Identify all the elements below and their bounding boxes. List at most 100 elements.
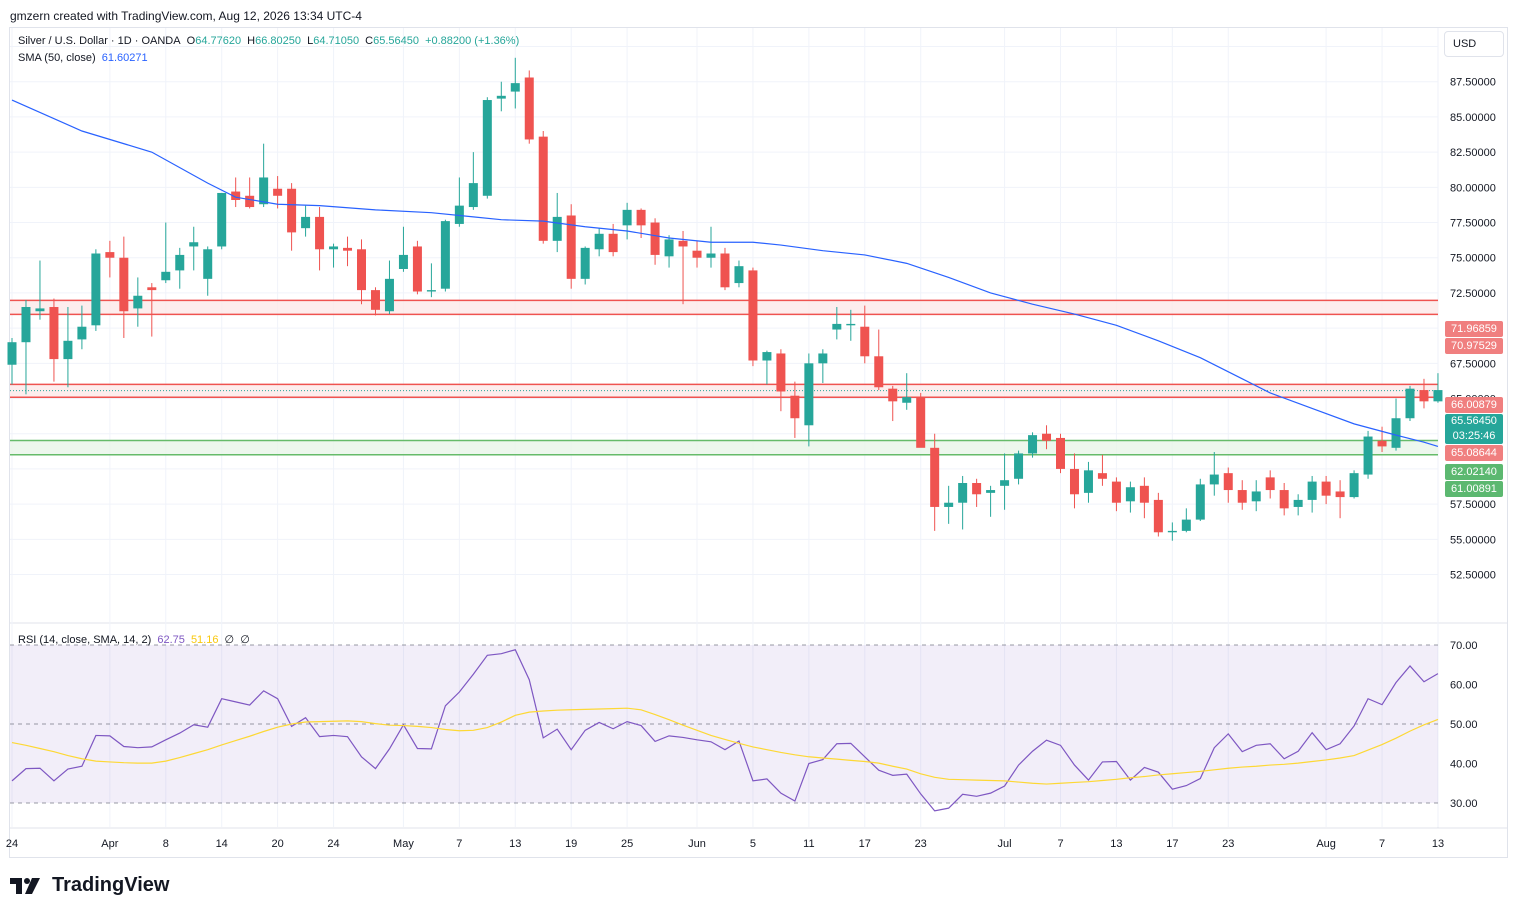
candle-body (776, 353, 786, 392)
open-label: O (186, 35, 196, 47)
price-tick-label: 85.00000 (1450, 112, 1496, 124)
rsi-tick-label: 60.00 (1450, 680, 1478, 692)
candle-body (259, 177, 269, 205)
rsi-sma-line (11, 707, 1439, 785)
candle-body (175, 254, 185, 271)
candle-body (482, 100, 492, 196)
resistance-zone (10, 300, 1438, 315)
time-tick-label: 24 (327, 838, 339, 850)
low-value: 64.71050 (313, 35, 360, 47)
candle-body (678, 240, 688, 247)
candle-body (35, 308, 45, 312)
candle-body (468, 183, 478, 208)
candle-body (343, 247, 353, 251)
candle-body (762, 352, 772, 361)
candle-body (301, 216, 311, 229)
candle-body (384, 278, 394, 312)
candle-body (370, 290, 380, 310)
candle-body (77, 326, 87, 340)
rsi-tick-label: 50.00 (1450, 719, 1478, 731)
candle-body (189, 242, 199, 247)
candle-body (63, 340, 73, 360)
candle-body (552, 216, 562, 241)
price-tag-r2-top: 66.00879 (1445, 397, 1503, 413)
candle-body (1209, 474, 1219, 485)
candle-body (426, 290, 436, 292)
candle-body (650, 222, 660, 255)
candle-body (454, 205, 464, 224)
time-tick-label: 17 (1166, 838, 1178, 850)
close-label: C (365, 35, 374, 47)
candle-body (1405, 388, 1415, 419)
candle-body (133, 295, 143, 309)
time-tick-label: 25 (621, 838, 633, 850)
time-tick-label: 13 (1110, 838, 1122, 850)
time-tick-label: 17 (859, 838, 871, 850)
last-price-value: 65.56450 (1451, 415, 1497, 427)
candle-body (203, 249, 213, 279)
candle-body (538, 136, 548, 241)
change-value: +0.88200 (+1.36%) (425, 35, 520, 47)
candle-body (902, 397, 912, 403)
candle-body (1419, 390, 1429, 402)
candle-body (1377, 440, 1387, 447)
candle-body (1167, 530, 1177, 533)
price-tag-r1-bottom: 70.97529 (1445, 338, 1503, 354)
price-tick-label: 57.50000 (1450, 499, 1496, 511)
candle-body (1056, 437, 1065, 469)
candle-body (636, 209, 646, 226)
candle-body (1433, 390, 1443, 402)
candle-body (944, 502, 954, 507)
time-tick-label: 19 (565, 838, 577, 850)
candle-body (1125, 487, 1135, 502)
candle-body (524, 77, 534, 140)
candle-body (1363, 436, 1373, 475)
currency-selector[interactable]: USD (1444, 31, 1504, 57)
candle-body (818, 353, 828, 364)
price-tick-label: 55.00000 (1450, 534, 1496, 546)
candle-body (874, 356, 884, 388)
candle-body (1111, 481, 1121, 503)
candle-body (147, 287, 157, 291)
candle-body (790, 395, 800, 419)
tradingview-brand[interactable]: TradingView (10, 874, 169, 897)
candle-body (245, 195, 255, 208)
candle-body (273, 188, 283, 196)
candle-body (1097, 473, 1107, 479)
symbol-label: Silver / U.S. Dollar · 1D · OANDA (18, 35, 181, 47)
sma-value: 61.60271 (101, 52, 148, 64)
time-tick-label: 11 (803, 838, 814, 850)
bar-countdown: 03:25:46 (1452, 430, 1496, 442)
candle-body (580, 247, 590, 279)
rsi-line (11, 649, 1439, 812)
candle-body (734, 266, 744, 284)
candle-body (566, 215, 576, 279)
price-tag-s1-bottom: 61.00891 (1445, 481, 1503, 497)
candle-body (1279, 490, 1289, 509)
rsi-value: 62.75 (157, 634, 185, 646)
candle-body (1349, 473, 1359, 498)
time-tick-label: May (393, 838, 414, 850)
time-tick-label: 8 (163, 838, 169, 850)
candle-body (1223, 473, 1233, 491)
price-tick-label: 75.00000 (1450, 253, 1496, 265)
brand-name: TradingView (52, 874, 170, 896)
rsi-extra-2: ∅ (240, 634, 250, 646)
time-tick-label: 7 (456, 838, 462, 850)
candle-body (1237, 490, 1247, 503)
candle-body (1181, 519, 1191, 531)
candle-body (832, 323, 842, 330)
main-legend: Silver / U.S. Dollar · 1D · OANDA O64.77… (18, 35, 522, 47)
candle-body (357, 249, 366, 291)
candle-body (664, 239, 674, 257)
rsi-tick-label: 30.00 (1450, 798, 1478, 810)
time-tick-label: 24 (6, 838, 18, 850)
tradingview-logo-icon (10, 877, 40, 894)
time-tick-label: Jun (688, 838, 706, 850)
candle-body (1139, 485, 1149, 503)
price-tag-s1-top: 62.02140 (1445, 464, 1503, 480)
candle-body (986, 490, 996, 493)
price-tick-label: 67.50000 (1450, 358, 1496, 370)
candle-body (287, 188, 297, 233)
